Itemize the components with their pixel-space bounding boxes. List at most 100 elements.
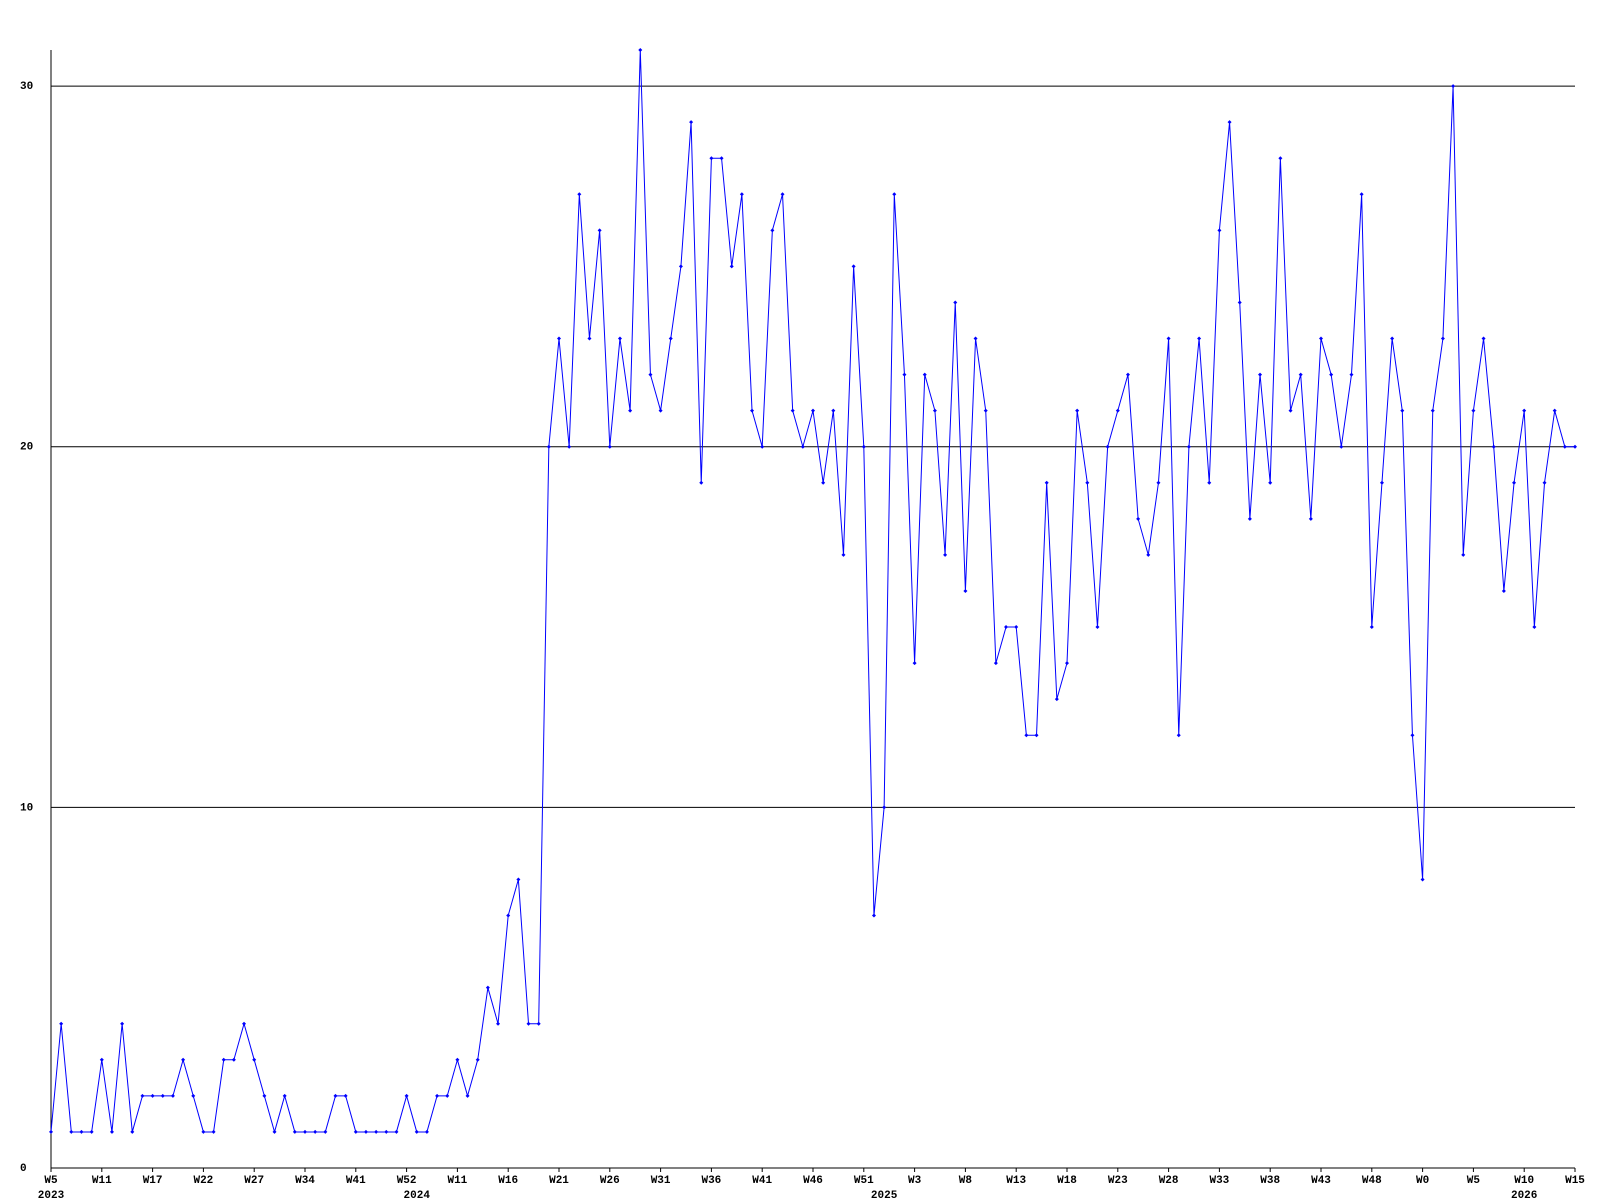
- data-point: [343, 1093, 348, 1098]
- data-point: [374, 1129, 379, 1134]
- data-point: [831, 408, 836, 413]
- data-point: [99, 1057, 104, 1062]
- y-tick-label: 0: [20, 1163, 27, 1175]
- data-point: [272, 1129, 277, 1134]
- data-point: [363, 1129, 368, 1134]
- data-point: [1298, 372, 1303, 377]
- year-label: 2025: [871, 1190, 898, 1200]
- data-point: [1359, 192, 1364, 197]
- data-point: [1471, 408, 1476, 413]
- data-line: [50, 49, 1575, 1134]
- x-tick-label: W15: [1565, 1175, 1585, 1187]
- data-point: [1288, 408, 1293, 413]
- data-point: [811, 408, 815, 413]
- y-tick-label: 10: [20, 802, 33, 814]
- data-point: [1044, 480, 1049, 485]
- data-point: [1542, 480, 1547, 485]
- data-point: [1258, 372, 1263, 377]
- data-point: [1054, 697, 1059, 702]
- data-point: [292, 1129, 297, 1134]
- data-point: [1095, 625, 1100, 630]
- data-point: [1186, 444, 1191, 449]
- data-point: [780, 192, 785, 197]
- x-tick-label: W13: [1006, 1175, 1026, 1187]
- y-tick-label: 30: [20, 81, 33, 93]
- data-point: [1562, 444, 1567, 449]
- data-point: [1247, 516, 1252, 521]
- x-tick-label: W11: [92, 1175, 112, 1187]
- data-point: [424, 1129, 429, 1134]
- data-point: [1125, 372, 1130, 377]
- data-point: [120, 1021, 125, 1026]
- data-point: [313, 1129, 318, 1134]
- x-tick-label: W16: [498, 1175, 518, 1187]
- data-point: [1308, 516, 1313, 521]
- data-point: [1573, 444, 1577, 449]
- data-point: [760, 444, 765, 449]
- data-point: [577, 192, 582, 197]
- data-point: [1278, 156, 1283, 161]
- data-point: [59, 1021, 64, 1026]
- year-label: 2026: [1511, 1190, 1537, 1200]
- data-point: [181, 1057, 186, 1062]
- data-point: [678, 264, 683, 269]
- x-tick-label: W34: [295, 1175, 315, 1187]
- data-point: [892, 192, 897, 197]
- data-point: [323, 1129, 328, 1134]
- data-point: [1430, 408, 1435, 413]
- data-point: [1410, 733, 1415, 738]
- x-tick-label: W18: [1057, 1175, 1077, 1187]
- data-point: [435, 1093, 440, 1098]
- data-point: [1146, 552, 1151, 557]
- data-point: [1319, 336, 1323, 341]
- data-point: [1512, 480, 1517, 485]
- data-point: [445, 1093, 450, 1098]
- data-point: [262, 1093, 267, 1098]
- x-tick-label: W52: [397, 1175, 417, 1187]
- data-point: [1197, 336, 1202, 341]
- x-tick-label: W26: [600, 1175, 620, 1187]
- data-point: [282, 1093, 287, 1098]
- data-point: [851, 264, 856, 269]
- data-point: [465, 1093, 470, 1098]
- data-point: [963, 588, 968, 593]
- data-point: [1268, 480, 1273, 485]
- x-tick-label: W0: [1416, 1175, 1429, 1187]
- x-tick-label: W5: [1467, 1175, 1481, 1187]
- data-point: [709, 156, 714, 161]
- data-point: [353, 1129, 358, 1134]
- data-point: [1085, 480, 1090, 485]
- data-point: [729, 264, 734, 269]
- data-point: [333, 1093, 338, 1098]
- data-point: [89, 1129, 94, 1134]
- data-point: [201, 1129, 206, 1134]
- data-point: [1065, 661, 1069, 666]
- data-point: [1034, 733, 1039, 738]
- data-point: [506, 913, 511, 918]
- x-tick-label: W41: [752, 1175, 772, 1187]
- y-tick-label: 20: [20, 442, 33, 454]
- data-point: [1501, 588, 1506, 593]
- data-point: [1105, 444, 1110, 449]
- data-point: [1390, 336, 1395, 341]
- year-label: 2024: [404, 1190, 431, 1200]
- data-point: [191, 1093, 196, 1098]
- data-point: [109, 1129, 114, 1134]
- data-point: [902, 372, 907, 377]
- data-point: [607, 444, 612, 449]
- x-tick-label: W21: [549, 1175, 569, 1187]
- data-point: [841, 552, 846, 557]
- data-point: [1379, 480, 1384, 485]
- x-tick-label: W8: [959, 1175, 973, 1187]
- data-point: [557, 336, 561, 341]
- data-point: [719, 156, 724, 161]
- data-point: [170, 1093, 175, 1098]
- data-point: [404, 1093, 409, 1098]
- x-tick-label: W17: [143, 1175, 163, 1187]
- data-point: [303, 1129, 307, 1134]
- data-point: [1024, 733, 1029, 738]
- x-tick-label: W48: [1362, 1175, 1382, 1187]
- data-point: [150, 1093, 155, 1098]
- data-point: [1014, 625, 1019, 630]
- data-point: [1522, 408, 1527, 413]
